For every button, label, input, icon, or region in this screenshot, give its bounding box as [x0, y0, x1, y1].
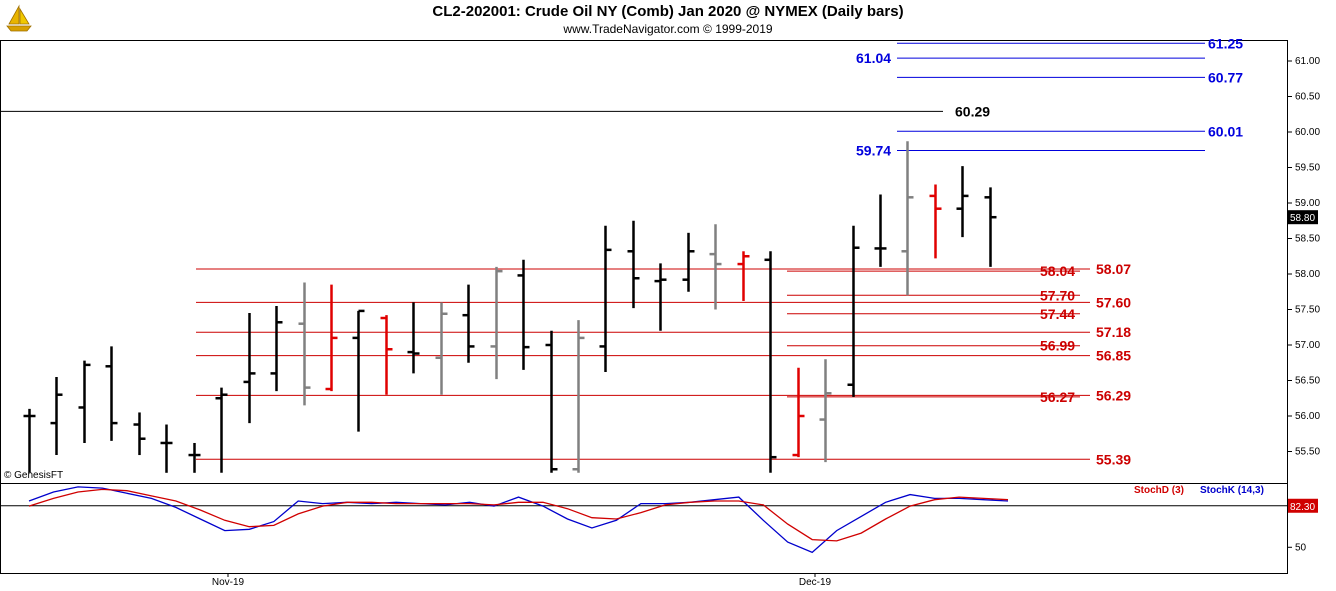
ohlc-bar [764, 251, 777, 473]
ohlc-bar [956, 166, 969, 238]
price-tick-label: 57.50 [1295, 305, 1320, 316]
level-label: 61.04 [856, 50, 891, 66]
stoch-tick-label: 50 [1295, 542, 1307, 553]
stoch-line-d [28, 488, 1009, 542]
ohlc-bar [462, 284, 475, 363]
watermark: © GenesisFT [4, 470, 63, 481]
ohlc-bar [874, 194, 887, 267]
price-tick-label: 59.00 [1295, 198, 1320, 209]
ohlc-bar [545, 330, 558, 473]
ohlc-bar [105, 346, 118, 441]
level-label: 57.44 [1040, 306, 1075, 322]
price-tick-label: 61.00 [1295, 56, 1320, 67]
ohlc-bar [654, 263, 667, 331]
chart-subtitle: www.TradeNavigator.com © 1999-2019 [563, 22, 773, 36]
chart-header: CL2-202001: Crude Oil NY (Comb) Jan 2020… [0, 0, 1336, 40]
ohlc-bar [517, 259, 530, 370]
stoch-value-label: 82.30 [1290, 502, 1315, 513]
price-tick-label: 56.50 [1295, 376, 1320, 387]
level-label: 56.85 [1096, 348, 1131, 364]
ohlc-bar [298, 282, 311, 406]
level-label: 61.25 [1208, 35, 1243, 51]
ohlc-bar [984, 187, 997, 267]
ohlc-bar [380, 315, 393, 395]
ohlc-bar [160, 424, 173, 473]
ohlc-bar [243, 313, 256, 424]
level-label: 57.60 [1096, 294, 1131, 310]
ohlc-bar [901, 141, 914, 296]
ohlc-bar [490, 266, 503, 380]
ohlc-bars [23, 141, 997, 473]
ohlc-bar [929, 184, 942, 259]
stoch-legend: StochK (14,3) [1200, 485, 1264, 496]
ohlc-bar [847, 225, 860, 397]
price-tick-label: 60.00 [1295, 127, 1320, 138]
ohlc-bar [407, 302, 420, 374]
ohlc-bar [325, 284, 338, 392]
ohlc-bar [819, 359, 832, 463]
stoch-line-k [28, 486, 1009, 554]
price-levels: 61.25 61.04 60.77 60.29 60.01 59.74 58.07 58.04… [0, 35, 1243, 467]
oscillator-panel-frame [0, 483, 1288, 574]
price-tick-label: 57.00 [1295, 340, 1320, 351]
ohlc-bar [435, 302, 448, 395]
level-label: 58.07 [1096, 261, 1131, 277]
sailboat-logo-icon [6, 4, 32, 32]
ohlc-bar [352, 309, 365, 432]
ohlc-bar [78, 360, 91, 443]
stoch-legend: StochD (3) [1134, 485, 1184, 496]
level-label: 57.70 [1040, 287, 1075, 303]
last-price-label: 58.80 [1290, 213, 1315, 224]
price-tick-label: 59.50 [1295, 163, 1320, 174]
price-tick-label: 58.50 [1295, 234, 1320, 245]
level-label: 60.29 [955, 103, 990, 119]
ohlc-bar [682, 232, 695, 292]
level-label: 58.04 [1040, 263, 1075, 279]
price-tick-label: 56.00 [1295, 411, 1320, 422]
date-axis: Nov-19 Dec-19 [212, 573, 832, 588]
ohlc-bar [737, 251, 750, 301]
chart-title: CL2-202001: Crude Oil NY (Comb) Jan 2020… [432, 3, 904, 20]
level-label: 60.77 [1208, 69, 1243, 85]
date-tick-label: Nov-19 [212, 577, 245, 588]
last-price-box [1288, 210, 1318, 225]
ohlc-bar [627, 220, 640, 309]
ohlc-bar [23, 408, 36, 473]
ohlc-bar [270, 305, 283, 392]
level-label: 59.74 [856, 142, 891, 158]
price-axis: 55.50 56.00 56.50 57.00 57.50 58.00 58.50 59.00… [1287, 56, 1320, 458]
date-tick-label: Dec-19 [799, 577, 832, 588]
level-label: 57.18 [1096, 324, 1131, 340]
ohlc-bar [792, 367, 805, 458]
level-label: 56.27 [1040, 389, 1075, 405]
price-tick-label: 60.50 [1295, 92, 1320, 103]
chart-frames [0, 40, 1288, 574]
price-tick-label: 58.00 [1295, 269, 1320, 280]
price-tick-label: 55.50 [1295, 447, 1320, 458]
stochastic-panel: 82.30 50 StochK (14,3) StochD (3) [0, 485, 1318, 553]
level-label: 56.29 [1096, 387, 1131, 403]
ohlc-bar [572, 320, 585, 473]
level-label: 60.01 [1208, 123, 1243, 139]
level-label: 56.99 [1040, 338, 1075, 354]
ohlc-bar [188, 442, 201, 473]
stoch-value-box [1288, 498, 1318, 513]
ohlc-bar [50, 376, 63, 456]
ohlc-bar [133, 412, 146, 456]
level-label: 55.39 [1096, 451, 1131, 467]
ohlc-bar [599, 225, 612, 372]
price-panel-frame [0, 40, 1288, 484]
ohlc-bar [215, 387, 228, 473]
ohlc-bar [709, 224, 722, 310]
